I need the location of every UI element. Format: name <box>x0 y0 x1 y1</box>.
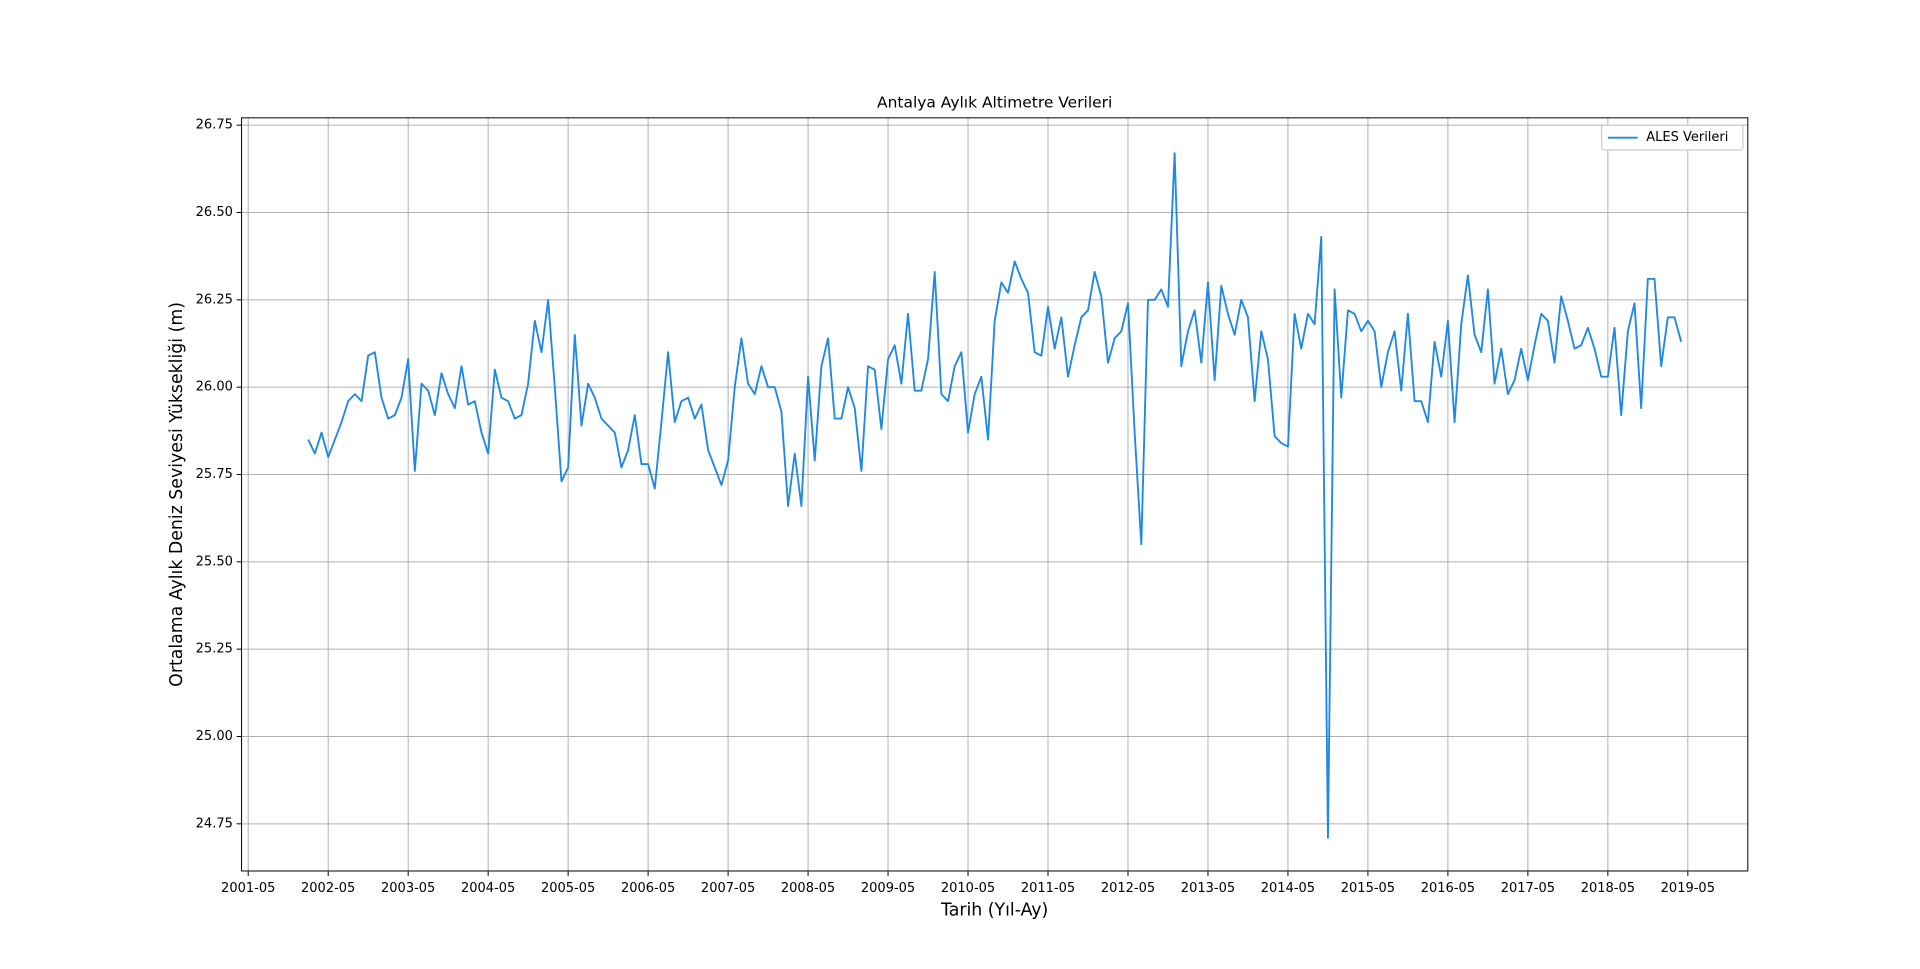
y-tick-label: 24.75 <box>196 816 233 831</box>
x-tick-label: 2017-05 <box>1501 881 1555 896</box>
x-tick-label: 2003-05 <box>381 881 435 896</box>
x-tick-label: 2005-05 <box>541 881 595 896</box>
x-tick-label: 2013-05 <box>1181 881 1235 896</box>
x-tick-label: 2016-05 <box>1421 881 1475 896</box>
x-tick-label: 2008-05 <box>781 881 835 896</box>
x-tick-label: 2009-05 <box>861 881 915 896</box>
x-tick-label: 2014-05 <box>1261 881 1315 896</box>
x-tick-label: 2019-05 <box>1661 881 1715 896</box>
y-tick-label: 26.75 <box>196 118 233 133</box>
x-axis-label: Tarih (Yıl-Ay) <box>940 901 1048 921</box>
y-tick-label: 26.50 <box>196 205 233 220</box>
x-tick-label: 2001-05 <box>221 881 275 896</box>
legend-label: ALES Verileri <box>1646 130 1728 145</box>
x-tick-label: 2018-05 <box>1581 881 1635 896</box>
y-tick-label: 25.75 <box>196 467 233 482</box>
legend-box <box>1601 124 1744 151</box>
plot-frame <box>241 117 1749 872</box>
x-tick-label: 2004-05 <box>461 881 515 896</box>
x-tick-label: 2002-05 <box>301 881 355 896</box>
x-tick-label: 2006-05 <box>621 881 675 896</box>
y-tick-label: 25.50 <box>196 554 233 569</box>
x-tick-label: 2010-05 <box>941 881 995 896</box>
y-tick-label: 25.00 <box>196 729 233 744</box>
y-tick-label: 25.25 <box>196 642 233 657</box>
x-tick-label: 2015-05 <box>1341 881 1395 896</box>
data-line <box>307 152 1683 839</box>
chart-title: Antalya Aylık Altimetre Verileri <box>877 93 1112 111</box>
y-axis-label: Ortalama Aylık Deniz Seviyesi Yüksekliği… <box>167 302 187 687</box>
y-tick-label: 26.00 <box>196 380 233 395</box>
x-tick-label: 2007-05 <box>701 881 755 896</box>
y-tick-label: 26.25 <box>196 292 233 307</box>
x-tick-label: 2011-05 <box>1021 881 1075 896</box>
x-tick-label: 2012-05 <box>1101 881 1155 896</box>
